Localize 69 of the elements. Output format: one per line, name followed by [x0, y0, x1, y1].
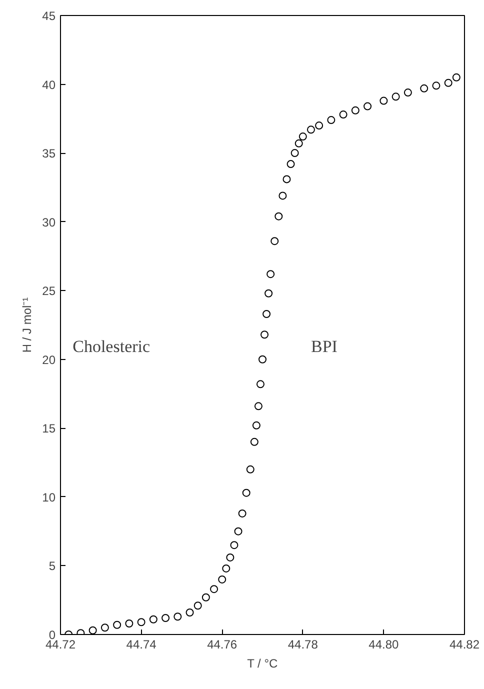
point	[294, 139, 303, 148]
point	[149, 615, 158, 624]
point	[125, 620, 134, 628]
point	[113, 620, 122, 629]
y-tick-label: 30	[42, 215, 56, 230]
point	[274, 212, 283, 220]
y-tick-label: 40	[42, 78, 56, 92]
point	[234, 527, 242, 536]
annotation: BPI	[310, 336, 338, 356]
point	[100, 624, 109, 632]
point	[222, 564, 230, 572]
point	[364, 102, 372, 110]
point	[252, 421, 260, 430]
point	[88, 626, 97, 634]
point	[186, 608, 194, 616]
point	[226, 553, 234, 562]
y-tick-label: 35	[42, 146, 56, 161]
point	[254, 402, 262, 410]
y-tick-label: 25	[42, 284, 56, 298]
y-tick-label: 45	[42, 9, 56, 23]
point	[174, 612, 182, 621]
point	[162, 614, 170, 622]
point	[392, 92, 400, 101]
y-tick-label: 5	[48, 559, 56, 574]
point	[262, 310, 271, 318]
x-tick-label: 44.78	[288, 638, 318, 652]
point	[380, 96, 388, 105]
point	[230, 541, 238, 550]
x-tick-label: 44.74	[126, 638, 157, 652]
point	[246, 465, 254, 474]
point	[270, 237, 279, 246]
x-tick-label: 44.80	[368, 638, 400, 652]
point	[298, 132, 307, 141]
x-tick-label: 44.76	[207, 638, 238, 652]
point	[452, 73, 460, 82]
point	[250, 438, 258, 446]
point	[444, 78, 452, 87]
point	[278, 192, 287, 200]
point	[420, 84, 428, 92]
point	[137, 618, 146, 626]
point	[404, 88, 412, 97]
point	[339, 110, 348, 119]
point	[218, 575, 226, 584]
x-tick-label: 44.72	[45, 638, 76, 652]
point	[238, 509, 246, 518]
point	[315, 122, 324, 130]
annotation: Cholesteric	[72, 336, 150, 356]
point	[306, 126, 315, 134]
point	[258, 355, 266, 364]
point	[194, 602, 202, 610]
point	[327, 116, 336, 124]
x-axis-title: T / °C	[247, 656, 278, 670]
point	[260, 330, 269, 339]
point	[256, 380, 264, 388]
y-tick-label: 20	[42, 352, 56, 367]
point	[210, 585, 218, 594]
point	[290, 149, 299, 158]
point	[286, 160, 295, 168]
point	[432, 82, 440, 90]
point	[266, 270, 275, 278]
y-axis-title: H / J mol⁻¹	[20, 297, 34, 353]
point	[282, 175, 291, 184]
x-tick-label: 44.82	[449, 638, 480, 652]
y-tick-label: 15	[42, 422, 56, 436]
point	[264, 289, 273, 298]
y-tick-label: 10	[42, 490, 56, 504]
point	[351, 106, 360, 114]
point	[202, 593, 210, 602]
point	[242, 488, 250, 497]
